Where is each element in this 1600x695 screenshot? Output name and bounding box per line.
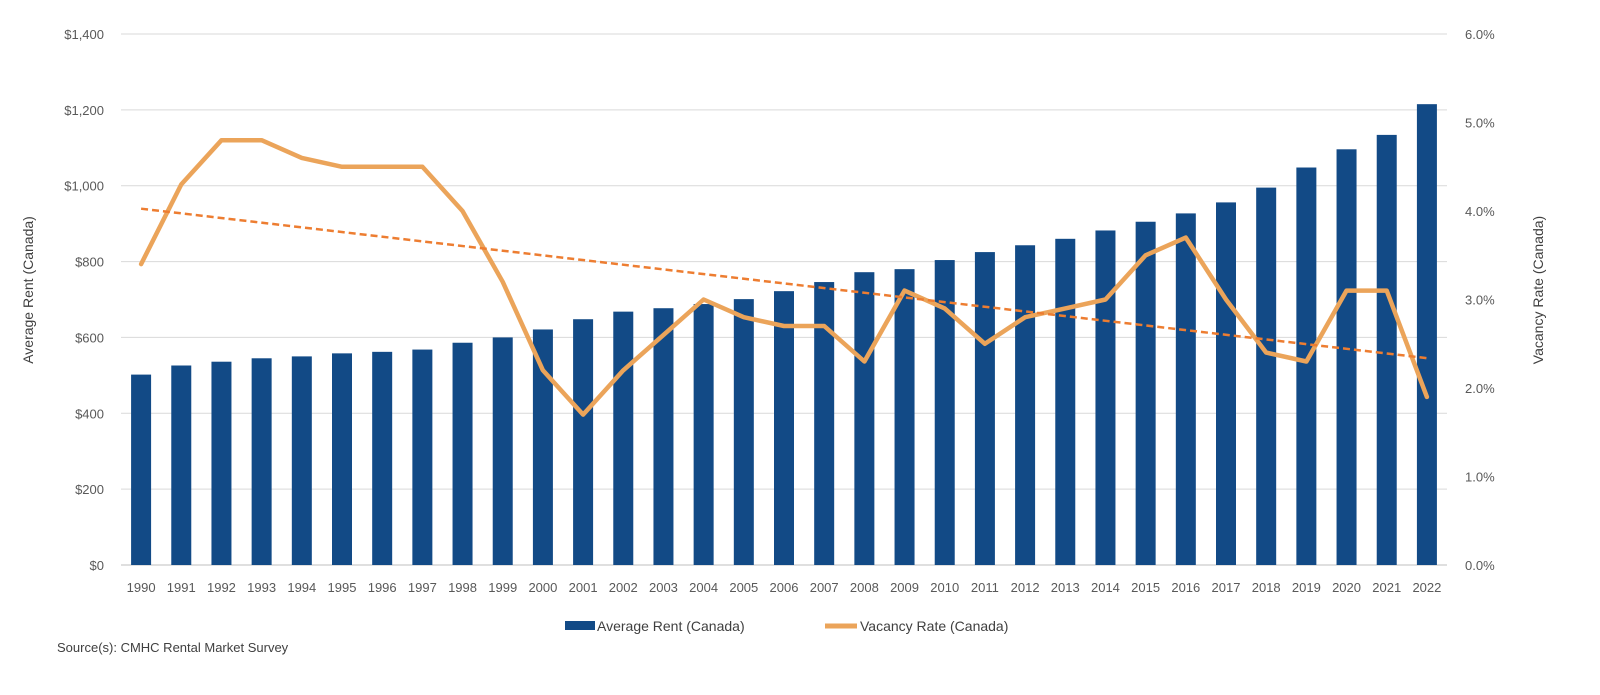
bar: [532, 329, 553, 565]
trendline-layer: [140, 207, 1428, 360]
bar: [211, 361, 232, 565]
right-axis-title: Vacancy Rate (Canada): [1530, 216, 1546, 364]
y-tick-label: $600: [75, 330, 104, 345]
y2-tick-label: 5.0%: [1465, 116, 1495, 131]
x-tick-label: 1998: [448, 580, 477, 595]
bar: [733, 299, 754, 565]
legend-label-rent: Average Rent (Canada): [597, 618, 745, 634]
x-tick-label: 2006: [770, 580, 799, 595]
x-tick-label: 2009: [890, 580, 919, 595]
y-tick-label: $200: [75, 482, 104, 497]
bar: [854, 272, 875, 565]
x-tick-label: 2007: [810, 580, 839, 595]
bar: [372, 351, 393, 565]
x-tick-label: 2008: [850, 580, 879, 595]
bar: [452, 342, 473, 565]
x-tick-label: 2017: [1212, 580, 1241, 595]
x-tick-label: 1990: [127, 580, 156, 595]
bar: [332, 353, 352, 565]
bar: [291, 356, 312, 565]
bar: [412, 349, 433, 565]
x-tick-label: 2016: [1171, 580, 1200, 595]
right-axis-ticks: 0.0% 1.0% 2.0% 3.0% 4.0% 5.0% 6.0%: [1465, 27, 1495, 573]
x-tick-label: 2010: [930, 580, 959, 595]
bar: [1095, 230, 1116, 565]
x-tick-label: 2020: [1332, 580, 1361, 595]
bar: [1256, 187, 1277, 565]
bar: [774, 291, 794, 565]
y-tick-label: $1,200: [64, 103, 104, 118]
y2-tick-label: 4.0%: [1465, 204, 1495, 219]
bar: [1376, 134, 1397, 565]
x-tick-label: 2022: [1412, 580, 1441, 595]
legend-label-vacancy: Vacancy Rate (Canada): [860, 618, 1008, 634]
bar: [1336, 149, 1357, 565]
bar: [653, 308, 674, 565]
bar: [894, 269, 915, 565]
x-tick-label: 2013: [1051, 580, 1080, 595]
x-tick-label: 2003: [649, 580, 678, 595]
x-tick-label: 1996: [368, 580, 397, 595]
bar: [131, 374, 152, 565]
x-tick-label: 1994: [287, 580, 316, 595]
bar: [1055, 238, 1076, 566]
x-tick-label: 2021: [1372, 580, 1401, 595]
bar-series: [131, 104, 1437, 566]
bar: [573, 319, 594, 565]
x-tick-label: 1997: [408, 580, 437, 595]
bar: [1296, 167, 1317, 565]
x-tick-label: 1992: [207, 580, 236, 595]
legend: Average Rent (Canada) Vacancy Rate (Cana…: [565, 618, 1008, 634]
y2-tick-label: 2.0%: [1465, 381, 1495, 396]
x-tick-label: 1995: [328, 580, 357, 595]
x-tick-label: 2000: [528, 580, 557, 595]
bar: [251, 358, 272, 565]
x-tick-label: 2018: [1252, 580, 1281, 595]
bar: [171, 365, 192, 565]
y2-tick-label: 1.0%: [1465, 470, 1495, 485]
source-note: Source(s): CMHC Rental Market Survey: [57, 640, 289, 655]
y-tick-label: $1,000: [64, 179, 104, 194]
x-tick-label: 1993: [247, 580, 276, 595]
vacancy-line: [138, 137, 1430, 417]
legend-bar-swatch: [565, 621, 595, 630]
x-tick-label: 2019: [1292, 580, 1321, 595]
x-tick-label: 2004: [689, 580, 718, 595]
bar: [1015, 245, 1036, 565]
y2-tick-label: 6.0%: [1465, 27, 1495, 42]
x-tick-label: 2014: [1091, 580, 1120, 595]
y-tick-label: $800: [75, 255, 104, 270]
trendline: [140, 207, 1428, 360]
x-tick-label: 2015: [1131, 580, 1160, 595]
bar: [814, 282, 835, 565]
bar: [693, 304, 714, 565]
x-tick-label: 2012: [1011, 580, 1040, 595]
bar: [1416, 104, 1437, 566]
x-tick-label: 2001: [569, 580, 598, 595]
x-tick-label: 1991: [167, 580, 196, 595]
y-tick-label: $400: [75, 406, 104, 421]
x-tick-label: 1999: [488, 580, 517, 595]
y-tick-label: $1,400: [64, 27, 104, 42]
y-tick-label: $0: [90, 558, 104, 573]
bar: [934, 260, 955, 565]
bar: [492, 337, 513, 565]
x-tick-label: 2005: [729, 580, 758, 595]
left-axis-ticks: $0 $200 $400 $600 $800 $1,000 $1,200 $1,400: [64, 27, 104, 573]
left-axis-title: Average Rent (Canada): [20, 216, 36, 364]
bar: [1135, 221, 1156, 565]
bar: [974, 252, 995, 565]
x-tick-label: 2002: [609, 580, 638, 595]
y2-tick-label: 0.0%: [1465, 558, 1495, 573]
x-axis-ticks: 1990 1991 1992 1993 1994 1995 1996 1997 1998 1999…: [127, 580, 1442, 595]
line-series: [138, 137, 1430, 417]
x-tick-label: 2011: [971, 580, 999, 595]
bar: [1175, 213, 1196, 565]
bar: [613, 311, 634, 565]
y2-tick-label: 3.0%: [1465, 293, 1495, 308]
bar: [1216, 202, 1236, 565]
